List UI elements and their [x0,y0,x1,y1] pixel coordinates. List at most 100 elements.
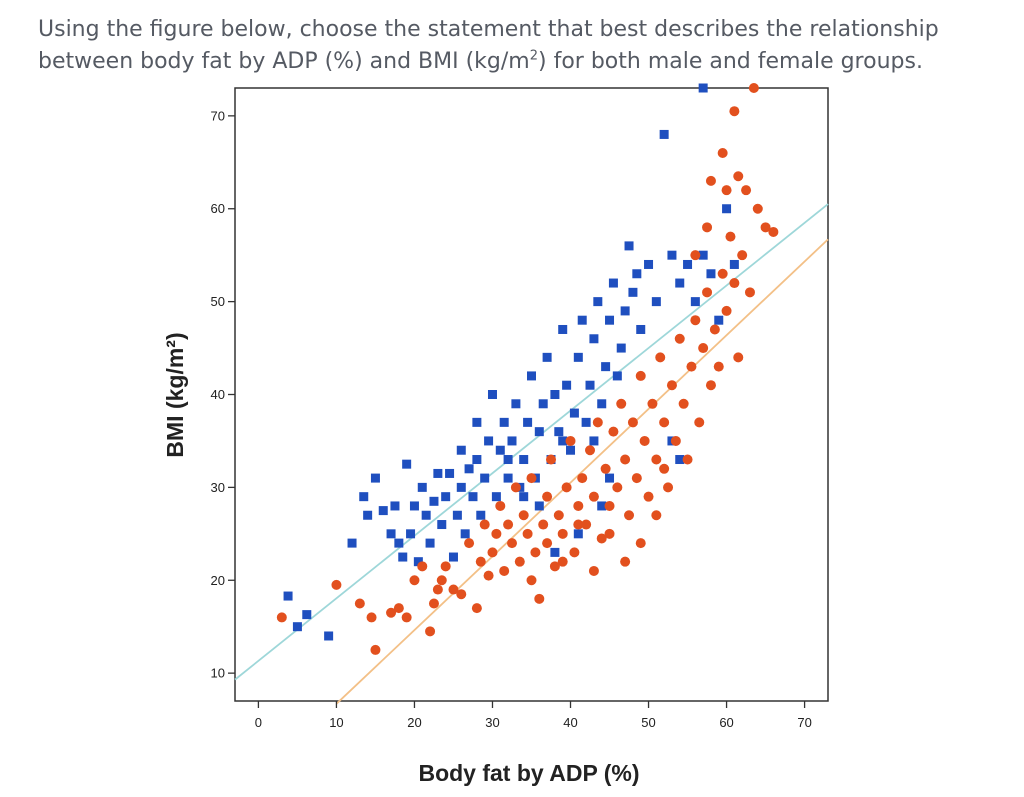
square-data-point [292,622,302,632]
circle-data-point [659,417,670,428]
square-data-point [624,241,634,251]
circle-data-point [588,491,599,502]
circle-data-point [620,556,631,567]
square-data-point [601,362,611,372]
square-data-point [573,529,583,539]
circle-data-point [401,612,412,623]
circle-data-point [768,226,779,237]
circle-data-point [557,556,568,567]
circle-data-point [585,445,596,456]
circle-data-point [705,175,716,186]
square-data-point [429,496,439,506]
circle-data-point [643,491,654,502]
circle-data-point [495,500,506,511]
circle-data-point [729,278,740,289]
circle-data-point [686,361,697,372]
square-data-point [620,306,630,316]
circle-data-point [647,398,658,409]
square-data-point [534,427,544,437]
square-data-point [644,259,654,269]
square-data-point [581,417,591,427]
square-data-point [523,417,533,427]
square-data-point [456,445,466,455]
circle-data-point [425,626,436,637]
circle-data-point [581,519,592,530]
circle-data-point [503,519,514,530]
square-data-point [729,259,739,269]
circle-data-point [616,398,627,409]
circle-data-point [651,510,662,521]
square-data-point [519,455,529,465]
circle-data-point [417,561,428,572]
circle-data-point [651,454,662,465]
circle-data-point [721,305,732,316]
circle-data-point [354,598,365,609]
square-data-point [491,492,501,502]
square-data-point [616,343,626,353]
square-data-point [437,520,447,530]
circle-data-point [464,538,475,549]
circle-data-point [737,250,748,261]
square-data-point [651,297,661,307]
circle-data-point [530,547,541,558]
square-data-point [499,417,509,427]
square-data-point [605,315,615,325]
circle-data-point [588,565,599,576]
circle-data-point [659,463,670,474]
square-data-point [468,492,478,502]
square-data-point [445,468,455,478]
square-data-point [456,482,466,492]
circle-data-point [526,575,537,586]
circle-data-point [702,222,713,233]
square-data-point [519,492,529,502]
circle-data-point [713,361,724,372]
fit-line-1 [234,203,829,681]
square-data-point [409,501,419,511]
square-data-point [585,380,595,390]
circle-data-point [698,343,709,354]
square-data-point [573,352,583,362]
y-axis-label: BMI (kg/m²) [162,332,188,457]
square-data-point [698,250,708,260]
x-tick-label: 10 [329,715,343,730]
circle-data-point [604,528,615,539]
circle-data-point [573,519,584,530]
circle-data-point [670,435,681,446]
data-points [276,83,779,655]
circle-data-point [620,454,631,465]
circle-data-point [549,561,560,572]
circle-data-point [518,510,529,521]
circle-data-point [612,482,623,493]
circle-data-point [577,473,588,484]
circle-data-point [506,538,517,549]
x-tick-label: 20 [407,715,421,730]
circle-data-point [553,510,564,521]
square-data-point [484,436,494,446]
square-data-point [538,399,548,409]
circle-data-point [694,417,705,428]
fit-lines [234,203,829,705]
square-data-point [441,492,451,502]
square-data-point [472,417,482,427]
square-data-point [406,529,416,539]
circle-data-point [366,612,377,623]
square-data-point [714,315,724,325]
square-data-point [394,538,404,548]
circle-data-point [331,579,342,590]
circle-data-point [678,398,689,409]
circle-data-point [510,482,521,493]
square-data-point [550,390,560,399]
circle-data-point [436,575,447,586]
circle-data-point [631,473,642,484]
circle-data-point [428,598,439,609]
y-tick-label: 10 [211,666,225,681]
square-data-point [464,464,474,474]
square-data-point [605,473,615,483]
square-data-point [433,468,443,478]
square-data-point [378,506,388,516]
circle-data-point [592,417,603,428]
circle-data-point [748,83,759,93]
square-data-point [507,436,517,446]
square-data-point [359,492,369,502]
square-data-point [558,324,568,334]
